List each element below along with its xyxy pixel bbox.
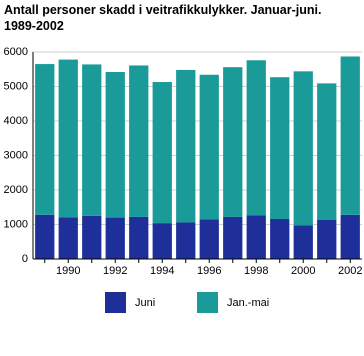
bar-segment xyxy=(340,56,360,215)
bar-segment xyxy=(270,218,290,259)
bar-segment xyxy=(82,64,102,216)
bar-segment xyxy=(176,69,196,223)
legend-swatch xyxy=(105,292,126,313)
bar-segment xyxy=(293,225,313,259)
y-tick-label: 4000 xyxy=(4,115,28,127)
x-tick-label: 1990 xyxy=(56,265,80,277)
x-tick-label: 1992 xyxy=(103,265,127,277)
chart-title: Antall personer skadd i veitrafikkulykke… xyxy=(4,3,322,33)
bar-segment xyxy=(317,220,337,259)
bar-segment xyxy=(58,217,78,259)
bar-segment xyxy=(35,214,55,259)
bar-segment xyxy=(105,72,125,218)
x-tick-label: 1994 xyxy=(150,265,174,277)
bar-segment xyxy=(129,216,149,259)
bar-segment xyxy=(246,60,266,216)
bar-segment xyxy=(246,215,266,259)
bar-segment xyxy=(223,216,243,259)
legend-swatch xyxy=(197,292,218,313)
y-tick-label: 0 xyxy=(22,253,28,265)
bar-segment xyxy=(35,64,55,215)
bar-segment xyxy=(152,82,172,224)
bar-segment xyxy=(223,67,243,217)
bar-segment xyxy=(58,59,78,218)
bar-segment xyxy=(82,215,102,259)
y-tick-label: 3000 xyxy=(4,149,28,161)
bar-segment xyxy=(152,223,172,259)
bar-segment xyxy=(199,219,219,259)
y-tick-label: 6000 xyxy=(4,46,28,58)
bar-segment xyxy=(293,71,313,226)
y-tick-label: 5000 xyxy=(4,80,28,92)
legend-label: Jan.-mai xyxy=(227,297,269,309)
x-tick-label: 1998 xyxy=(244,265,268,277)
legend-label: Juni xyxy=(135,297,155,309)
bar-segment xyxy=(129,65,149,217)
x-tick-label: 1996 xyxy=(197,265,221,277)
x-tick-label: 2000 xyxy=(291,265,315,277)
y-tick-label: 1000 xyxy=(4,218,28,230)
bar-segment xyxy=(199,74,219,220)
bar-segment xyxy=(176,222,196,259)
bar-segment xyxy=(105,217,125,259)
x-tick-label: 2002 xyxy=(338,265,362,277)
bar-segment xyxy=(317,83,337,221)
y-tick-label: 2000 xyxy=(4,184,28,196)
bar-segment xyxy=(340,214,360,259)
bar-segment xyxy=(270,77,290,219)
